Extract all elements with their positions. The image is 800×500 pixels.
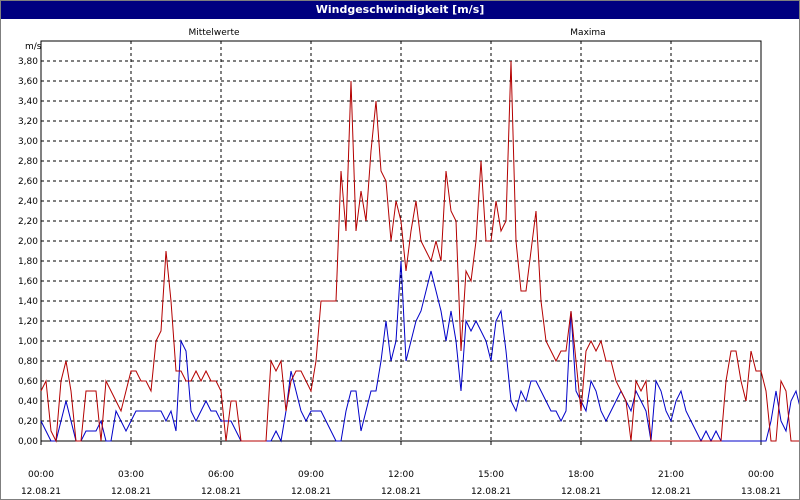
x-tick-time: 15:00 xyxy=(478,470,504,480)
y-tick-label: 1,80 xyxy=(18,257,38,267)
y-tick-label: 2,60 xyxy=(18,177,38,187)
x-tick-date: 13.08.21 xyxy=(741,487,781,497)
y-tick-label: 3,60 xyxy=(18,77,38,87)
series-line-maxima xyxy=(40,60,799,443)
y-tick-label: 2,00 xyxy=(18,237,38,247)
y-tick-labels: 0,00 0,20 0,40 0,60 0,80 1,00 1,20 1,40 1,60 1,80… xyxy=(18,57,38,447)
x-tick-date: 12.08.21 xyxy=(291,487,331,497)
y-tick-label: 3,20 xyxy=(18,117,38,127)
y-tick-label: 1,60 xyxy=(18,277,38,287)
y-tick-label: 2,20 xyxy=(18,217,38,227)
y-tick-label: 2,40 xyxy=(18,197,38,207)
y-tick-label: 1,20 xyxy=(18,317,38,327)
x-tick-time: 09:00 xyxy=(298,470,324,480)
series-layer xyxy=(40,60,799,443)
y-tick-label: 1,40 xyxy=(18,297,38,307)
y-tick-label: 2,80 xyxy=(18,157,38,167)
x-tick-date: 12.08.21 xyxy=(111,487,151,497)
y-tick-label: 1,00 xyxy=(18,337,38,347)
x-tick-time: 12:00 xyxy=(388,470,414,480)
x-tick-date: 12.08.21 xyxy=(561,487,601,497)
y-tick-label: 0,60 xyxy=(18,377,38,387)
grid xyxy=(41,41,761,442)
x-tick-date: 12.08.21 xyxy=(471,487,511,497)
legend-mittelwerte: Mittelwerte xyxy=(188,28,239,38)
y-tick-label: 3,00 xyxy=(18,137,38,147)
y-tick-label: 0,40 xyxy=(18,397,38,407)
y-tick-label: 0,20 xyxy=(18,417,38,427)
x-tick-date: 12.08.21 xyxy=(651,487,691,497)
x-tick-date: 12.08.21 xyxy=(201,487,241,497)
y-axis-label: m/s xyxy=(25,42,42,52)
legend-maxima: Maxima xyxy=(570,28,605,38)
series-line-mittelwerte xyxy=(40,260,799,443)
x-tick-time: 00:00 xyxy=(748,470,774,480)
x-tick-date: 12.08.21 xyxy=(21,487,61,497)
x-tick-time: 06:00 xyxy=(208,470,234,480)
y-tick-label: 3,80 xyxy=(18,57,38,67)
y-tick-label: 0,00 xyxy=(18,437,38,447)
x-tick-labels: 00:00 12.08.21 03:00 12.08.21 06:00 12.08.21 0… xyxy=(21,441,781,497)
x-tick-date: 12.08.21 xyxy=(381,487,421,497)
window-title: Windgeschwindigkeit [m/s] xyxy=(1,1,799,19)
x-tick-time: 03:00 xyxy=(118,470,144,480)
y-tick-label: 3,40 xyxy=(18,97,38,107)
x-tick-time: 00:00 xyxy=(28,470,54,480)
chart-svg: 0,00 0,20 0,40 0,60 0,80 1,00 1,20 1,40 1,60 1,80… xyxy=(18,28,799,497)
y-tick-label: 0,80 xyxy=(18,357,38,367)
x-tick-time: 18:00 xyxy=(568,470,594,480)
x-tick-time: 21:00 xyxy=(658,470,684,480)
